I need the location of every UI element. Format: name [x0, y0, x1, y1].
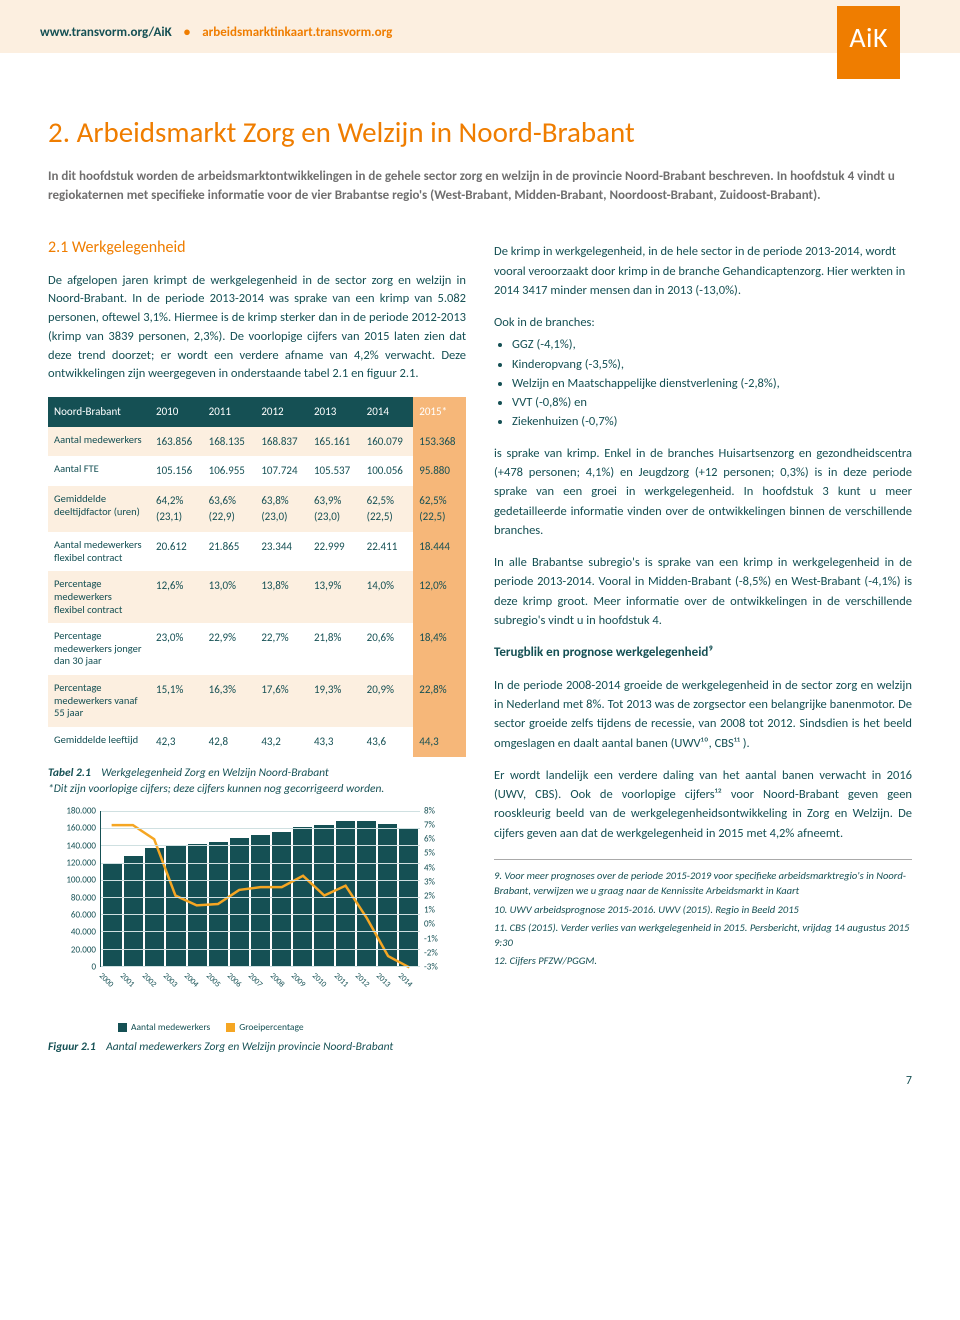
table-caption-num: Tabel 2.1: [48, 766, 91, 780]
intro-paragraph: In dit hoofdstuk worden de arbeidsmarkto…: [48, 167, 912, 206]
right-column: De krimp in werkgelegenheid, in de hele …: [494, 230, 912, 1055]
header-link-2[interactable]: arbeidsmarktinkaart.transvorm.org: [202, 24, 392, 43]
branch-bullet-list: GGZ (-4,1%),Kinderopvang (-3,5%),Welzijn…: [494, 336, 912, 431]
table-caption: Tabel 2.1 Werkgelegenheid Zorg en Welzij…: [48, 765, 466, 797]
footnotes: 9. Voor meer prognoses over de periode 2…: [494, 868, 912, 968]
legend-line-label: Groeipercentage: [239, 1021, 303, 1033]
table-caption-note: *Dit zijn voorlopige cijfers; deze cijfe…: [48, 782, 384, 796]
header-bar: www.transvorm.org/AiK • arbeidsmarktinka…: [0, 0, 960, 53]
footnote-divider: [494, 859, 912, 860]
table-2-1: Noord-Brabant201020112012201320142015* A…: [48, 397, 466, 757]
page-title: 2. Arbeidsmarkt Zorg en Welzijn in Noord…: [48, 111, 912, 153]
legend-bar-label: Aantal medewerkers: [131, 1021, 210, 1033]
figure-2-1-chart: 020.00040.00060.00080.000100.000120.0001…: [48, 811, 448, 1001]
chart-legend: Aantal medewerkers Groeipercentage: [118, 1021, 466, 1035]
right-para-1: De krimp in werkgelegenheid, in de hele …: [494, 242, 912, 300]
figure-caption-num: Figuur 2.1: [48, 1040, 96, 1054]
header-link-1[interactable]: www.transvorm.org/AiK: [40, 24, 172, 43]
section-heading-2-1: 2.1 Werkgelegenheid: [48, 236, 466, 259]
right-para-6: Er wordt landelijk een verdere daling va…: [494, 766, 912, 844]
page-number: 7: [48, 1073, 912, 1090]
right-para-4: In alle Brabantse subregio's is sprake v…: [494, 553, 912, 631]
right-para-5: In de periode 2008-2014 groeide de werkg…: [494, 676, 912, 754]
section-2-1-para: De afgelopen jaren krimpt de werkgelegen…: [48, 272, 466, 385]
right-para-2: Ook in de branches:: [494, 313, 912, 332]
header-separator-dot: •: [180, 24, 194, 43]
figure-caption-title: Aantal medewerkers Zorg en Welzijn provi…: [106, 1040, 393, 1054]
right-para-3: is sprake van krimp. Enkel in de branche…: [494, 444, 912, 541]
table-caption-title: Werkgelegenheid Zorg en Welzijn Noord-Br…: [101, 766, 329, 780]
subheading-prognose: Terugblik en prognose werkgelegenheid⁹: [494, 644, 912, 663]
left-column: 2.1 Werkgelegenheid De afgelopen jaren k…: [48, 230, 466, 1055]
aik-badge: AiK: [837, 6, 900, 79]
figure-caption: Figuur 2.1 Aantal medewerkers Zorg en We…: [48, 1039, 466, 1055]
